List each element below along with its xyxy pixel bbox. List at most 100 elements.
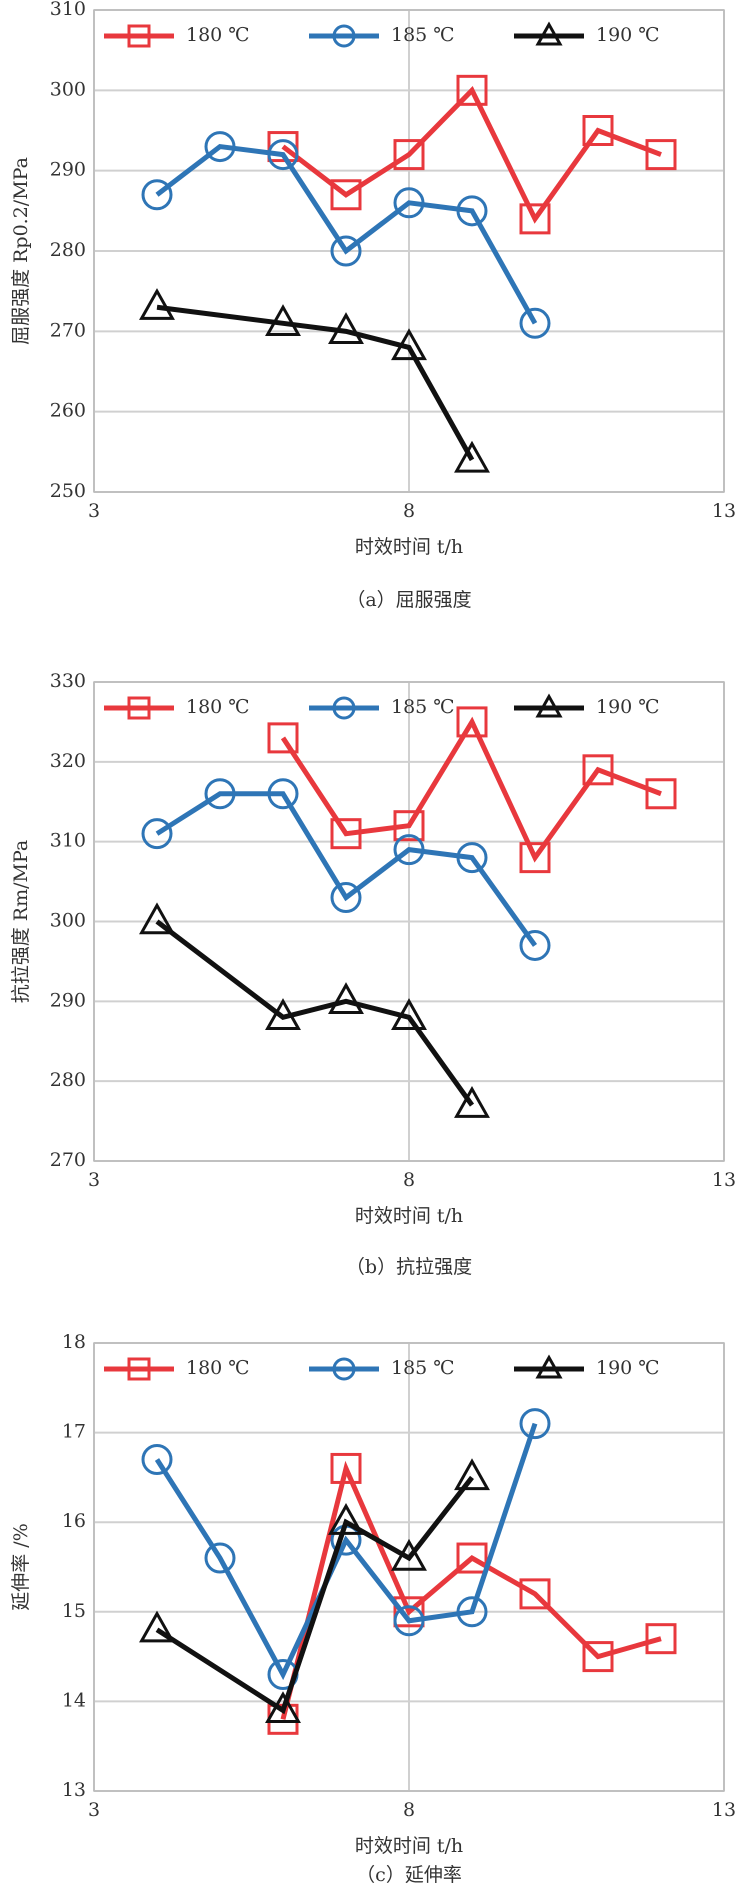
y-tick-label: 330	[50, 670, 86, 692]
caption: （b）抗拉强度	[346, 1256, 472, 1278]
marker-circle	[141, 1443, 173, 1475]
marker-triangle	[328, 312, 364, 345]
x-axis-label: 时效时间 t/h	[355, 1835, 463, 1857]
marker-triangle	[454, 1085, 490, 1118]
y-tick-label: 300	[50, 910, 86, 932]
x-tick-label: 8	[403, 1169, 415, 1191]
marker-triangle	[265, 1691, 301, 1724]
y-tick-label: 13	[62, 1779, 86, 1801]
marker-circle	[393, 187, 425, 219]
marker-circle	[330, 882, 362, 914]
marker-square	[645, 778, 677, 810]
marker-triangle	[535, 693, 563, 718]
y-tick-label: 18	[62, 1331, 86, 1353]
marker-triangle	[265, 998, 301, 1030]
marker-triangle	[265, 304, 301, 336]
marker-square	[456, 1542, 488, 1574]
marker-circle	[204, 1542, 236, 1574]
marker-circle	[332, 1357, 356, 1381]
marker-circle	[456, 842, 488, 874]
x-tick-label: 13	[712, 1799, 736, 1821]
marker-square	[393, 810, 425, 842]
legend-label: 180 ℃	[186, 696, 250, 718]
marker-circle	[519, 1408, 551, 1440]
series-line	[281, 86, 662, 224]
series-line	[155, 791, 538, 947]
x-tick-label: 13	[712, 1169, 736, 1191]
legend-label: 185 ℃	[391, 24, 455, 46]
y-tick-label: 310	[50, 830, 86, 852]
y-tick-label: 270	[50, 1149, 86, 1171]
marker-circle	[267, 778, 299, 810]
y-tick-label: 260	[50, 400, 86, 422]
y-tick-label: 17	[62, 1421, 86, 1443]
x-axis-label: 时效时间 t/h	[355, 536, 463, 558]
series-line	[155, 919, 475, 1107]
marker-square	[456, 706, 488, 738]
series-line	[154, 1422, 538, 1681]
plot-border	[93, 9, 725, 493]
marker-square	[127, 696, 151, 720]
marker-square	[127, 24, 151, 48]
marker-triangle	[328, 982, 364, 1015]
marker-circle	[141, 818, 173, 850]
caption: （c）延伸率	[356, 1864, 462, 1886]
x-tick-label: 8	[403, 1799, 415, 1821]
marker-square	[267, 722, 299, 754]
marker-triangle	[139, 1610, 175, 1643]
caption: （a）屈服强度	[346, 589, 471, 611]
marker-triangle	[535, 1354, 563, 1379]
marker-square	[519, 203, 551, 235]
marker-square	[267, 131, 299, 163]
legend-label: 190 ℃	[596, 24, 660, 46]
marker-triangle	[535, 21, 563, 46]
marker-circle	[332, 24, 356, 48]
y-tick-label: 250	[50, 480, 86, 502]
marker-circle	[519, 307, 551, 339]
legend-label: 185 ℃	[391, 696, 455, 718]
marker-triangle	[454, 440, 490, 473]
series-line	[156, 304, 475, 462]
series-line	[155, 1475, 474, 1715]
marker-circle	[141, 179, 173, 211]
marker-square	[519, 842, 551, 874]
marker-circle	[267, 139, 299, 171]
marker-triangle	[391, 998, 427, 1030]
marker-square	[456, 74, 488, 106]
legend-label: 190 ℃	[596, 696, 660, 718]
marker-circle	[519, 929, 551, 961]
y-tick-label: 280	[50, 1069, 86, 1091]
marker-triangle	[391, 328, 427, 361]
marker-circle	[456, 1596, 488, 1628]
marker-square	[582, 115, 614, 146]
marker-square	[582, 754, 614, 786]
marker-circle	[456, 195, 488, 227]
marker-square	[393, 1596, 425, 1628]
x-tick-label: 8	[403, 500, 415, 522]
legend-label: 180 ℃	[186, 24, 250, 46]
series-line	[280, 716, 662, 863]
y-axis-label: 抗拉强度 Rm/MPa	[10, 840, 32, 1003]
legend-label: 180 ℃	[186, 1357, 250, 1379]
y-tick-label: 320	[50, 750, 86, 772]
marker-circle	[332, 696, 356, 720]
plot-border	[93, 681, 725, 1162]
y-tick-label: 290	[50, 989, 86, 1011]
y-tick-label: 290	[50, 159, 86, 181]
marker-square	[645, 1623, 677, 1655]
marker-circle	[330, 235, 362, 267]
y-axis-label: 屈服强度 Rp0.2/MPa	[10, 157, 32, 345]
marker-triangle	[139, 902, 175, 935]
y-tick-label: 270	[50, 319, 86, 341]
y-tick-label: 16	[62, 1510, 86, 1532]
x-tick-label: 13	[712, 500, 736, 522]
x-tick-label: 3	[88, 1169, 100, 1191]
marker-square	[330, 818, 362, 850]
marker-square	[645, 139, 677, 171]
marker-square	[393, 139, 425, 171]
series-line	[155, 143, 538, 325]
y-tick-label: 15	[62, 1600, 86, 1622]
marker-triangle	[454, 1458, 490, 1491]
legend-label: 190 ℃	[596, 1357, 660, 1379]
